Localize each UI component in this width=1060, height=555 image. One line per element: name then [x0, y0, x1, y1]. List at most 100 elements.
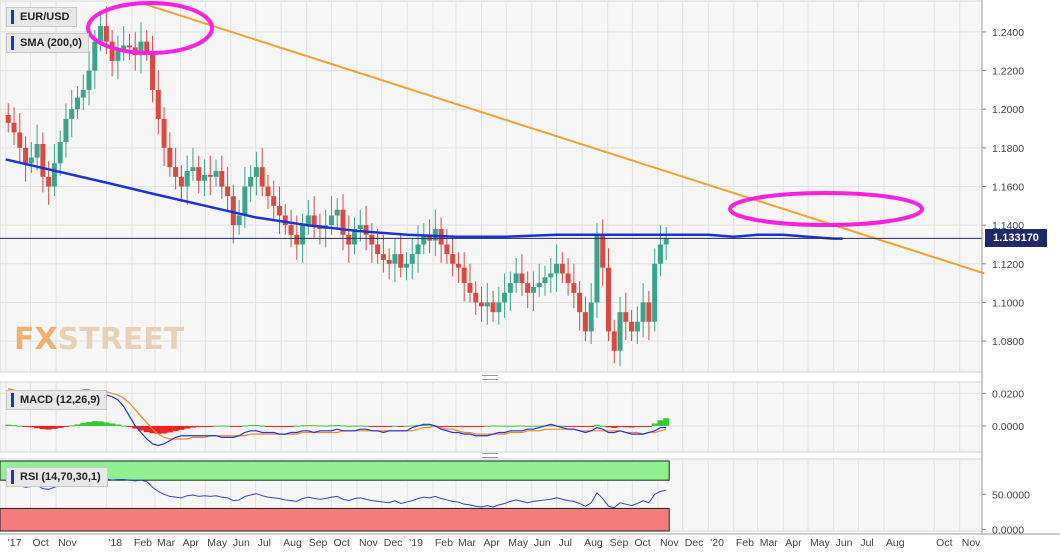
macd-histogram-bar	[230, 425, 237, 427]
candle-body	[525, 283, 531, 293]
candle-body	[600, 234, 606, 268]
candle-body	[450, 254, 456, 264]
macd-histogram-bar	[420, 424, 427, 426]
macd-histogram-bar	[484, 425, 491, 427]
candle-body	[253, 167, 259, 177]
candle-body	[294, 234, 300, 245]
candle-body	[271, 196, 277, 206]
macd-histogram-bar	[305, 425, 312, 427]
candle-body	[288, 225, 294, 235]
rsi-legend[interactable]: RSI (14,70,30,1)	[6, 467, 108, 487]
x-tick-label: Nov	[962, 537, 981, 549]
macd-signal-line	[8, 387, 667, 440]
macd-histogram-bar	[495, 425, 502, 427]
sma-legend[interactable]: SMA (200,0)	[6, 33, 89, 53]
macd-y-tick-label: 0.0000	[992, 421, 1024, 433]
candle-body	[461, 267, 467, 284]
candle-body	[230, 196, 236, 226]
candles-group	[5, 6, 669, 367]
macd-legend[interactable]: MACD (12,26,9)	[6, 390, 108, 410]
candle-body	[611, 331, 617, 351]
candle-body	[421, 234, 427, 245]
macd-histogram-bar	[51, 425, 58, 429]
candle-body	[363, 225, 369, 235]
candle-body	[403, 263, 409, 268]
macd-histogram-bar	[62, 425, 69, 427]
macd-histogram-bar	[622, 425, 629, 428]
rsi-oversold-zone	[0, 507, 670, 532]
x-tick-label: Sep	[610, 537, 629, 549]
candle-body	[530, 286, 536, 293]
macd-histogram-bar	[74, 424, 81, 426]
candle-body	[155, 89, 161, 119]
candle-body	[334, 209, 340, 216]
candle-body	[282, 215, 288, 226]
sma-legend-label: SMA (200,0)	[20, 37, 82, 49]
macd-histogram-bar	[143, 425, 150, 433]
macd-histogram-bar	[45, 425, 52, 430]
candle-body	[11, 122, 17, 133]
price-y-tick-label: 1.1600	[992, 182, 1024, 194]
x-tick-label: '18	[108, 537, 122, 549]
candle-body	[115, 51, 121, 61]
symbol-legend-label: EUR/USD	[20, 11, 70, 23]
pane-splitter-macd[interactable]	[482, 375, 498, 380]
macd-histogram-bar	[126, 425, 133, 427]
candle-body	[92, 41, 98, 71]
candle-body	[34, 143, 40, 158]
candle-body	[398, 254, 404, 268]
candle-body	[138, 41, 144, 56]
macd-histogram-bar	[236, 425, 243, 427]
candle-body	[259, 167, 265, 187]
pane-splitter-rsi[interactable]	[482, 453, 498, 458]
candle-body	[184, 171, 190, 187]
macd-histogram-bar	[391, 425, 398, 427]
macd-histogram-bar	[403, 425, 410, 427]
candle-body	[144, 41, 150, 52]
macd-histogram-bar	[593, 424, 600, 426]
rsi-y-tick-label: 0.0000	[992, 525, 1024, 537]
candle-body	[277, 205, 283, 216]
macd-histogram-bar	[68, 425, 75, 427]
macd-histogram-bar	[374, 425, 381, 427]
macd-histogram-bar	[334, 424, 341, 426]
macd-histogram-bar	[536, 425, 543, 427]
macd-histogram-bar	[663, 418, 670, 426]
macd-histogram-bar	[224, 425, 231, 427]
macd-histogram-bar	[86, 422, 93, 426]
candle-body	[588, 302, 594, 332]
candle-body	[28, 157, 34, 164]
macd-histogram-bar	[530, 425, 537, 427]
macd-histogram-bar	[166, 425, 173, 433]
x-tick-label: Oct	[333, 537, 349, 549]
x-tick-label: Oct	[634, 537, 650, 549]
macd-histogram-bar	[345, 425, 352, 427]
macd-histogram-bar	[565, 425, 572, 427]
candle-body	[479, 302, 485, 307]
symbol-legend[interactable]: EUR/USD	[6, 7, 77, 27]
x-tick-label: '20	[710, 537, 724, 549]
macd-histogram-bar	[109, 423, 116, 426]
macd-histogram-bar	[259, 425, 266, 427]
candle-body	[23, 147, 29, 164]
price-y-tick-label: 1.1000	[992, 297, 1024, 309]
x-tick-label: May	[207, 537, 228, 549]
macd-histogram-bar	[599, 425, 606, 427]
macd-histogram-bar	[328, 425, 335, 427]
macd-histogram-bar	[28, 425, 35, 428]
candle-body	[369, 234, 375, 245]
x-tick-label: Apr	[785, 537, 802, 549]
candle-body	[173, 167, 179, 177]
macd-histogram-bar	[645, 425, 652, 427]
macd-histogram-bar	[605, 425, 612, 428]
candle-body	[427, 234, 433, 241]
candle-body	[311, 215, 317, 226]
macd-histogram-bar	[114, 424, 121, 426]
macd-histogram-bar	[201, 425, 208, 427]
macd-line	[8, 389, 667, 447]
x-tick-label: Sep	[309, 537, 328, 549]
candle-body	[594, 234, 600, 303]
macd-y-tick-label: 0.0200	[992, 388, 1024, 400]
macd-histogram-bar	[91, 421, 98, 426]
